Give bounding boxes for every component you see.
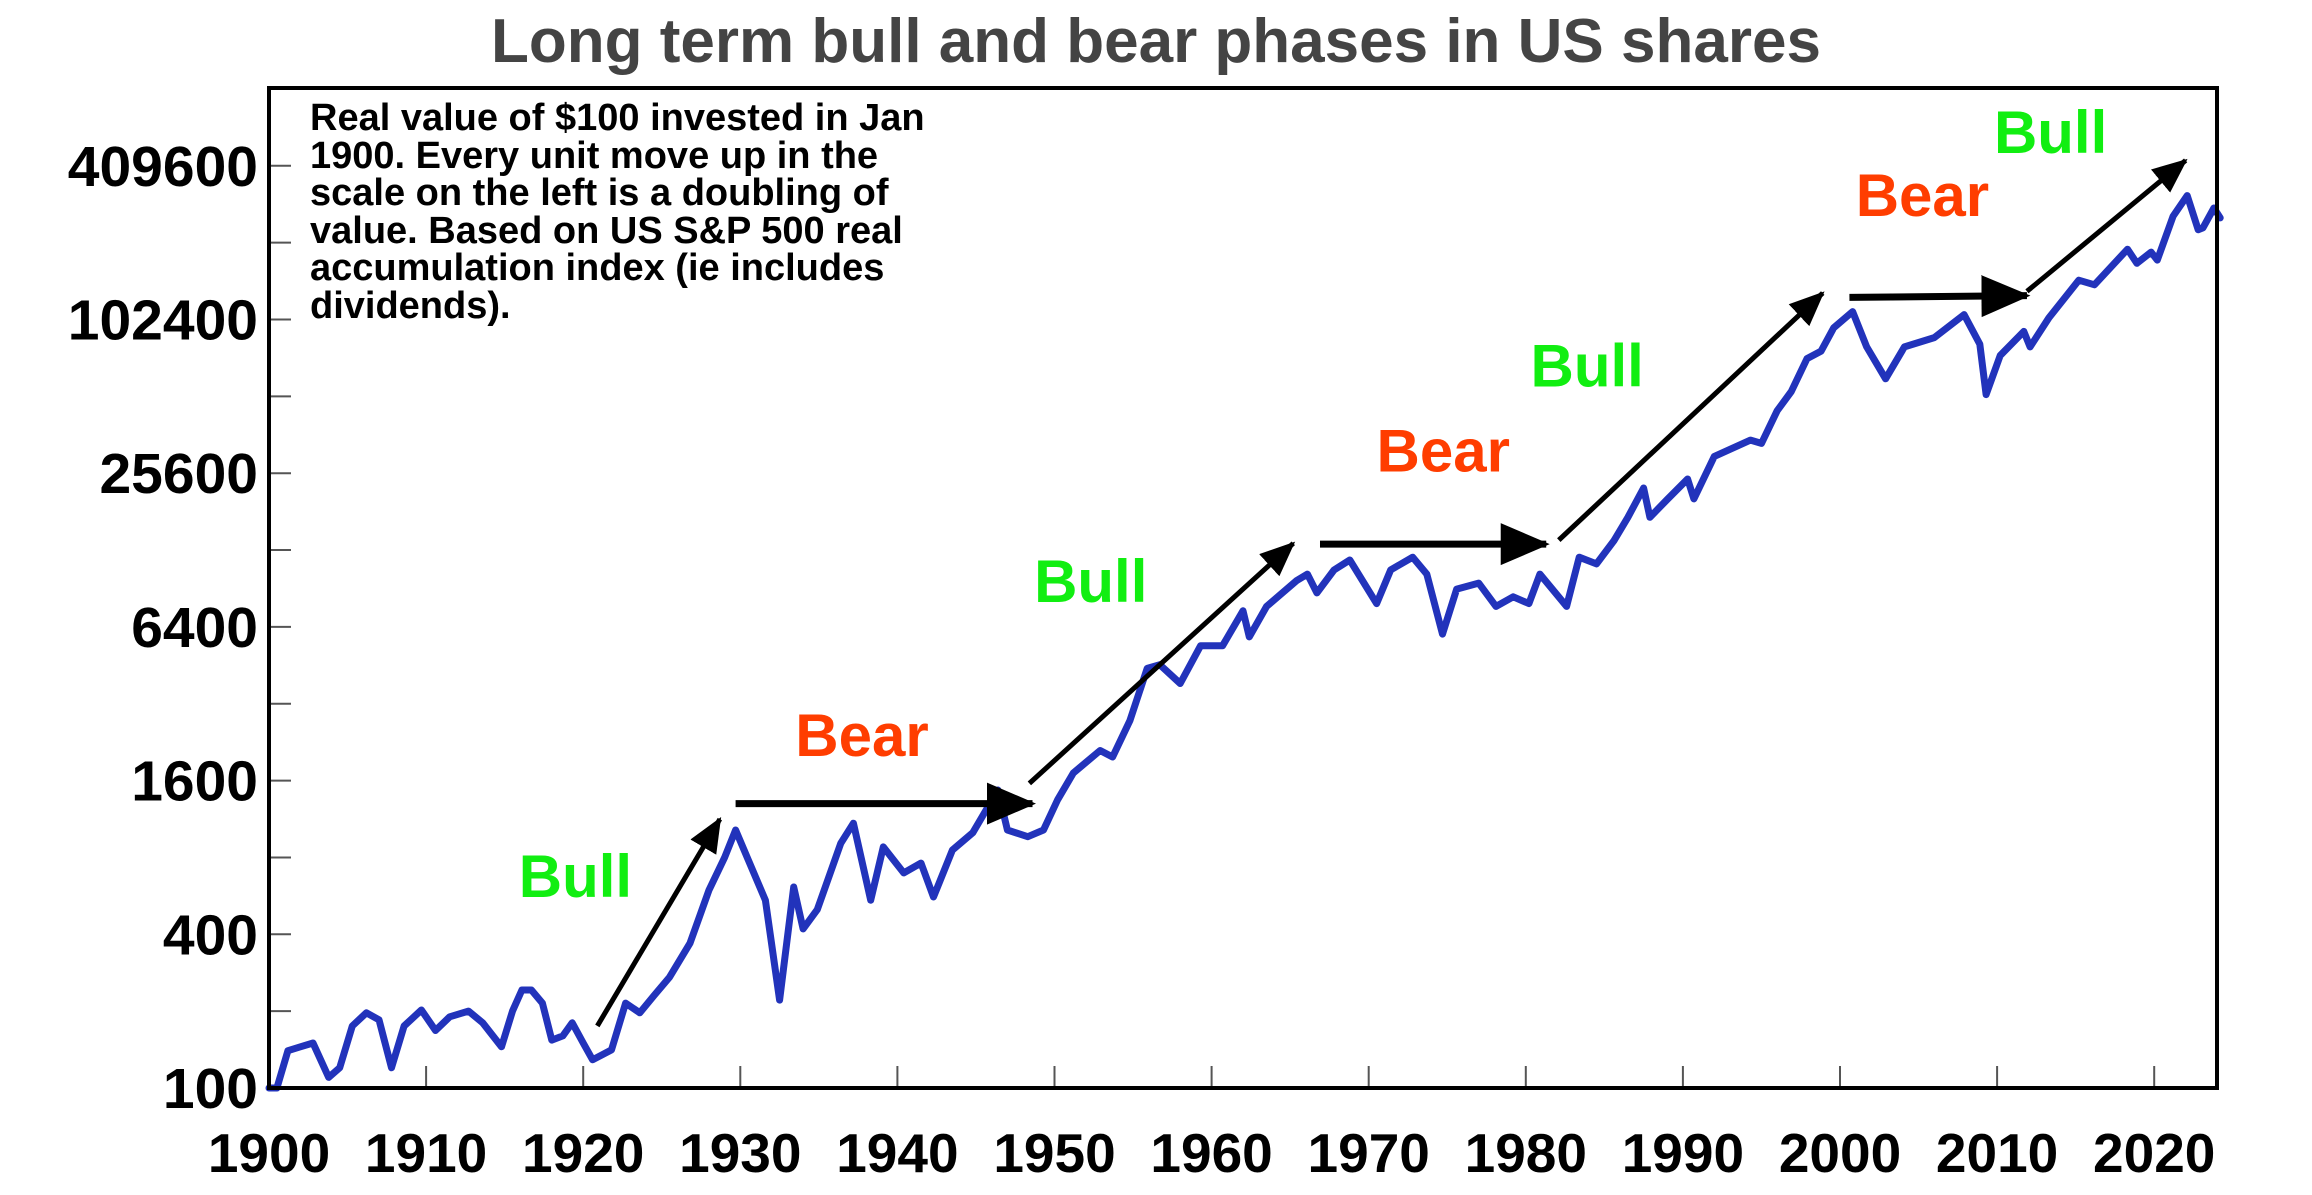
chart-annotation: Real value of $100 invested in Jan 1900.… xyxy=(310,97,1210,327)
bear-phase-label: Bear xyxy=(1856,162,1989,229)
y-tick-label: 102400 xyxy=(68,289,258,353)
y-axis: 100 400 1600 6400 25600 102400 409600 xyxy=(68,135,291,1121)
x-tick-label: 1900 xyxy=(208,1122,330,1184)
data-line xyxy=(265,192,2224,1092)
x-tick-label: 1930 xyxy=(679,1122,801,1184)
y-tick-label: 409600 xyxy=(68,135,258,199)
bull-phase-arrow xyxy=(1557,291,1825,542)
x-tick-label: 1970 xyxy=(1308,1122,1430,1184)
x-tick-label: 2010 xyxy=(1936,1122,2058,1184)
y-tick-label: 400 xyxy=(163,903,258,967)
x-tick-label: 1950 xyxy=(993,1122,1115,1184)
bear-phase-arrow xyxy=(1849,275,2031,318)
bull-phase-label: Bull xyxy=(1531,332,1644,399)
x-tick-label: 1960 xyxy=(1150,1122,1272,1184)
bull-phase-label: Bull xyxy=(519,843,632,910)
x-tick-label: 1980 xyxy=(1465,1122,1587,1184)
annotation-line: accumulation index (ie includes xyxy=(310,247,885,289)
y-tick-label: 25600 xyxy=(99,442,258,506)
bear-phase-label: Bear xyxy=(795,702,928,769)
x-tick-label: 2000 xyxy=(1779,1122,1901,1184)
annotation-line: dividends). xyxy=(310,284,511,327)
y-tick-label: 100 xyxy=(163,1057,258,1121)
x-tick-label: 2020 xyxy=(2093,1122,2215,1184)
x-tick-label: 1920 xyxy=(522,1122,644,1184)
annotation-line: scale on the left is a doubling of xyxy=(310,172,889,214)
bear-phase-label: Bear xyxy=(1377,417,1510,484)
bull-phase-arrow xyxy=(2025,158,2188,294)
x-tick-label: 1940 xyxy=(836,1122,958,1184)
x-tick-label: 1990 xyxy=(1622,1122,1744,1184)
bull-phase-label: Bull xyxy=(1994,99,2107,166)
y-tick-label: 1600 xyxy=(131,750,258,814)
annotation-line: value. Based on US S&P 500 real xyxy=(310,209,903,252)
x-axis: 1900 1910 1920 1930 1940 1950 1960 1970 1980 1990… xyxy=(208,1066,2215,1184)
plot-frame xyxy=(267,86,2219,1090)
annotation-line: Real value of $100 invested in Jan xyxy=(310,97,925,139)
y-tick-label: 6400 xyxy=(131,596,258,660)
bull-phase-arrow xyxy=(595,817,723,1028)
series-layer xyxy=(265,192,2224,1092)
x-tick-label: 1910 xyxy=(365,1122,487,1184)
bull-phase-label: Bull xyxy=(1034,548,1147,615)
annotation-line: 1900. Every unit move up in the xyxy=(310,134,879,177)
bull-phase-arrow xyxy=(1027,541,1296,786)
chart-title: Long term bull and bear phases in US sha… xyxy=(491,7,1821,76)
